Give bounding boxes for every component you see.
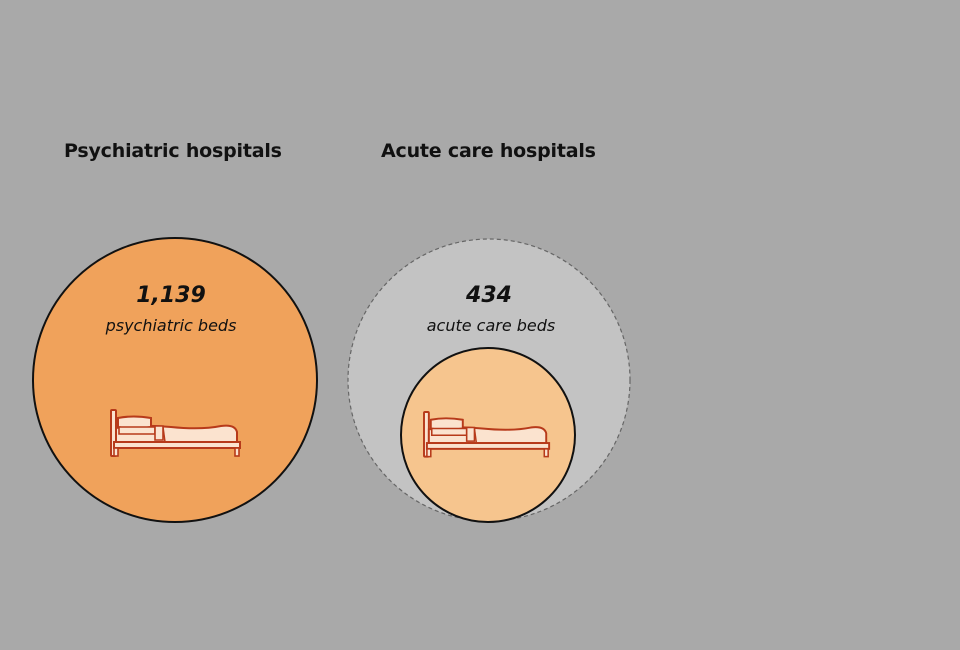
psychiatric-beds-label: psychiatric beds xyxy=(105,316,237,335)
psychiatric-hospitals-heading: Psychiatric hospitals xyxy=(64,140,282,162)
acute-care-beds-label: acute care beds xyxy=(427,316,556,335)
acute-care-beds-count: 434 xyxy=(465,283,512,308)
psychiatric-beds-circle xyxy=(32,237,318,523)
psychiatric-beds-count: 1,139 xyxy=(136,283,206,308)
acute-care-hospitals-heading: Acute care hospitals xyxy=(381,140,596,162)
